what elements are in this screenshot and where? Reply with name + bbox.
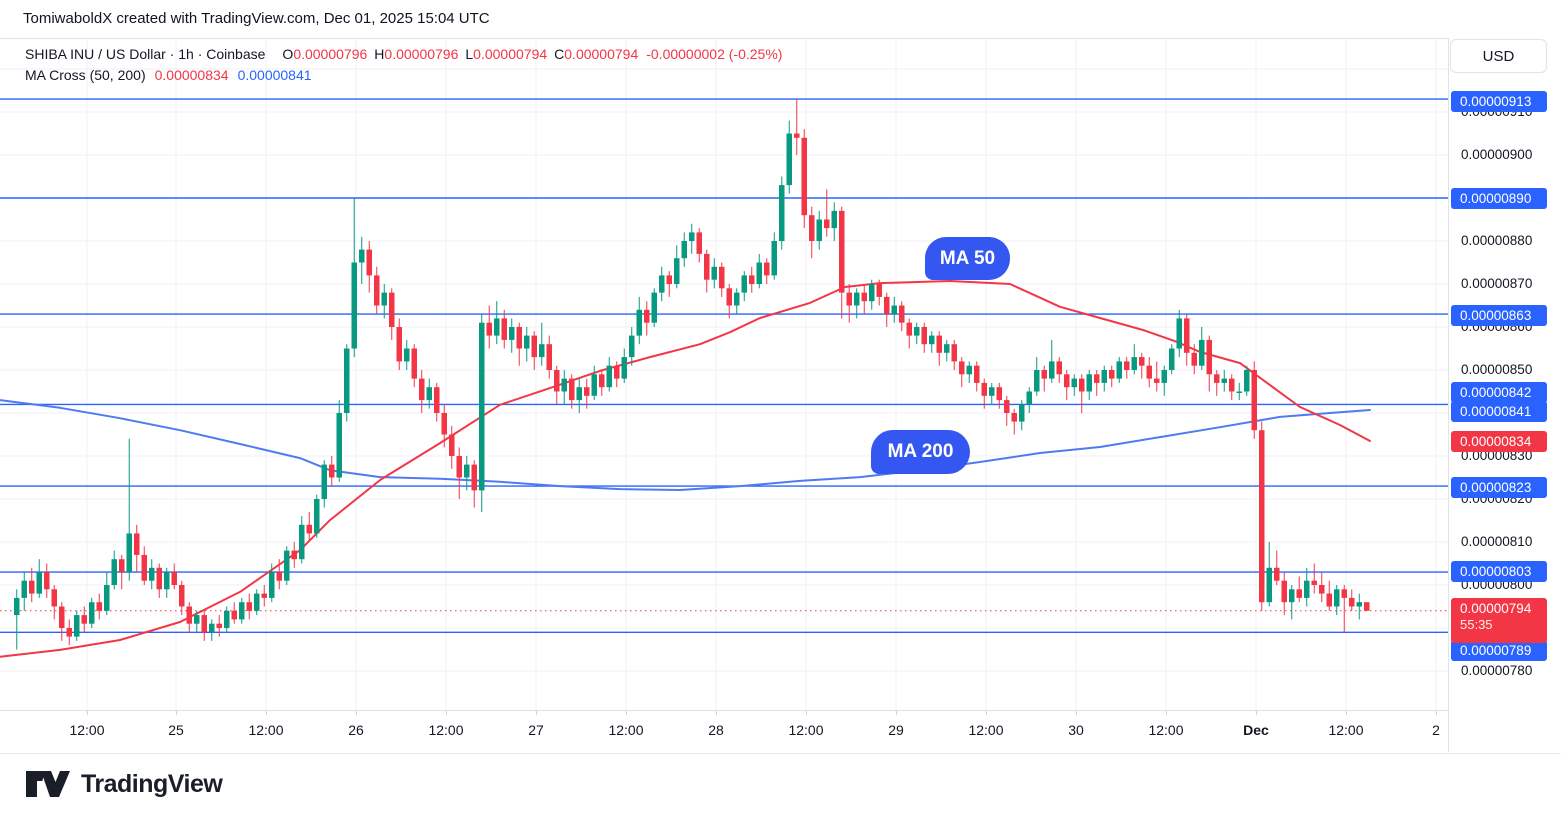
time-axis-label: 12:00	[788, 722, 824, 738]
time-axis-label: Dec	[1243, 722, 1269, 738]
price-axis-label: 0.00000880	[1461, 233, 1533, 248]
time-axis-tick	[1436, 711, 1437, 715]
open-label: O	[282, 46, 294, 62]
current-price-value: 0.00000794	[1460, 601, 1532, 616]
ma50-label-text: MA 50	[939, 247, 996, 269]
bar-countdown: 55:35	[1460, 617, 1493, 632]
time-axis-label: 12:00	[968, 722, 1004, 738]
ma50-label-pill: MA 50	[925, 237, 1010, 280]
time-axis-label: 26	[348, 722, 364, 738]
time-axis-label: 12:00	[1148, 722, 1184, 738]
time-axis-tick	[626, 711, 627, 715]
price-axis-label: 0.00000810	[1461, 534, 1533, 549]
price-level-badge: 0.00000890	[1451, 188, 1547, 209]
time-axis-tick	[1166, 711, 1167, 715]
ma200-label-pill: MA 200	[871, 430, 970, 474]
time-axis-label: 12:00	[608, 722, 644, 738]
close-value: 0.00000794	[564, 46, 639, 62]
time-axis-tick	[446, 711, 447, 715]
currency-toggle-button[interactable]: USD	[1450, 39, 1547, 73]
time-axis-label: 12:00	[428, 722, 464, 738]
close-label: C	[554, 46, 565, 62]
symbol-title[interactable]: SHIBA INU / US Dollar · 1h · Coinbase	[25, 46, 266, 62]
price-axis-label: 0.00000780	[1461, 663, 1533, 678]
price-axis-label: 0.00000850	[1461, 362, 1533, 377]
time-axis-tick	[806, 711, 807, 715]
indicator-label[interactable]: MA Cross (50, 200)	[25, 67, 146, 83]
ma50-current-value: 0.00000834	[154, 67, 229, 83]
time-axis-label: 27	[528, 722, 544, 738]
time-axis-label: 12:00	[69, 722, 105, 738]
tradingview-logo[interactable]: TradingView	[25, 769, 223, 799]
change-value: -0.00000002 (-0.25%)	[646, 46, 783, 62]
time-axis-tick	[266, 711, 267, 715]
price-axis-label: 0.00000870	[1461, 276, 1533, 291]
price-level-badge: 0.00000823	[1451, 477, 1547, 498]
price-axis-label: 0.00000900	[1461, 147, 1533, 162]
time-axis-label: 28	[708, 722, 724, 738]
candlestick-chart[interactable]	[0, 38, 1448, 710]
high-label: H	[374, 46, 385, 62]
price-level-badge: 0.00000834	[1451, 431, 1547, 452]
price-level-badge: 0.00000841	[1451, 401, 1547, 422]
time-axis[interactable]: 12:00 25 12:00 26 12:00 27 12:00 28 12:00 29 12:00…	[0, 710, 1561, 754]
indicator-row: MA Cross (50, 200) 0.00000834 0.00000841	[25, 65, 782, 86]
time-axis-tick	[536, 711, 537, 715]
current-price-badge: 0.00000794 55:35	[1451, 598, 1547, 643]
time-axis-tick	[1346, 711, 1347, 715]
time-axis-tick	[356, 711, 357, 715]
symbol-row: SHIBA INU / US Dollar · 1h · Coinbase O0.…	[25, 44, 782, 65]
time-axis-label: 12:00	[1328, 722, 1364, 738]
attribution-bar: TomiwaboldX created with TradingView.com…	[0, 0, 1561, 39]
high-value: 0.00000796	[384, 46, 459, 62]
ma200-label-text: MA 200	[887, 441, 954, 462]
low-value: 0.00000794	[473, 46, 548, 62]
ma200-current-value: 0.00000841	[237, 67, 312, 83]
time-axis-label: 12:00	[248, 722, 284, 738]
price-level-badge: 0.00000842	[1451, 382, 1547, 403]
time-axis-tick	[716, 711, 717, 715]
time-axis-label: 2	[1432, 722, 1440, 738]
price-level-badge: 0.00000789	[1451, 640, 1547, 661]
tradingview-logo-icon	[26, 771, 70, 797]
low-label: L	[465, 46, 474, 62]
time-axis-tick	[87, 711, 88, 715]
tradingview-logo-text: TradingView	[81, 769, 223, 798]
attribution-text: TomiwaboldX created with TradingView.com…	[23, 10, 490, 27]
time-axis-tick	[1256, 711, 1257, 715]
open-value: 0.00000796	[293, 46, 368, 62]
time-axis-tick	[176, 711, 177, 715]
time-axis-tick	[986, 711, 987, 715]
time-axis-tick	[896, 711, 897, 715]
price-level-badge: 0.00000863	[1451, 305, 1547, 326]
price-axis[interactable]: 0.000009200.000009100.000009000.00000880…	[1448, 38, 1561, 752]
time-axis-tick	[1076, 711, 1077, 715]
time-axis-label: 29	[888, 722, 904, 738]
price-level-badge: 0.00000803	[1451, 561, 1547, 582]
time-axis-label: 25	[168, 722, 184, 738]
price-level-badge: 0.00000913	[1451, 91, 1547, 112]
chart-legend: SHIBA INU / US Dollar · 1h · Coinbase O0.…	[25, 44, 782, 86]
time-axis-label: 30	[1068, 722, 1084, 738]
